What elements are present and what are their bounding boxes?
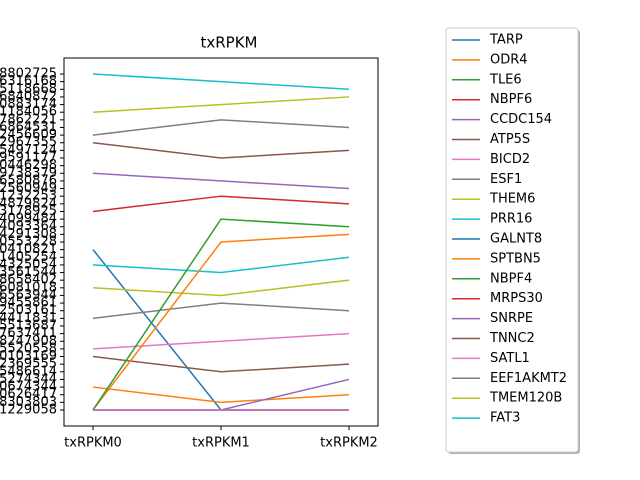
y-tick-label: 70626417 [0,387,57,402]
legend-label: TARP [489,33,523,48]
legend-label: SATL1 [490,351,530,366]
y-tick-label: 26864531 [0,120,57,135]
series-line [92,218,350,411]
series-line [92,73,350,91]
y-tick-label: 41184056 [0,105,57,120]
legend-label: NBPF4 [490,271,532,286]
y-tick-label: 02369555 [0,357,57,372]
y-tick-label: 96840872 [0,89,57,104]
legend-label: ESF1 [490,172,522,187]
y-tick-label: 56081018 [0,280,57,295]
y-tick-label: 71232253 [0,189,57,204]
series-line [92,119,350,136]
y-tick-label: 74879824 [0,196,57,211]
legend-label: CCDC154 [490,112,552,127]
legend-label: BICD2 [490,152,530,167]
series-line [92,302,350,320]
y-tick-label: 33178925 [0,204,57,219]
series-line [92,172,350,190]
legend-label: PRR16 [490,212,532,227]
y-tick-label: 85118668 [0,82,57,97]
legend-label: ATP5S [490,132,530,147]
y-tick-label: 68247908 [0,334,57,349]
series-line [92,355,350,373]
y-tick-label: 02560949 [0,181,57,196]
legend-label: TMEM120B [489,391,562,406]
y-tick-label: 38658402 [0,273,57,288]
legend-label: GALNT8 [490,232,542,247]
series-line [92,195,350,213]
x-tick-label: txRPKM0 [64,436,122,451]
y-tick-label: 05513687 [0,318,57,333]
y-tick-label: 55520558 [0,341,57,356]
y-tick-label: 70883174 [0,97,57,112]
legend [445,27,579,453]
y-tick-label: 42456609 [0,128,57,143]
series-line [92,142,350,159]
y-tick-label: 39455861 [0,296,57,311]
x-tick-label: txRPKM1 [192,436,250,451]
y-tick-label: 69591177 [0,151,57,166]
y-tick-label: 30553228 [0,235,57,250]
legend-label: SNRPE [490,311,533,326]
y-tick-label: 54411831 [0,311,57,326]
y-tick-label: 31229058 [0,402,57,417]
y-tick-label: 44291308 [0,227,57,242]
y-tick-label: 08802725 [0,67,57,82]
y-tick-label: 55274344 [0,372,57,387]
series-line [92,256,350,274]
y-tick-label: 30446298 [0,158,57,173]
legend-label: TLE6 [489,72,522,87]
legend-label: THEM6 [489,192,535,207]
series-line [92,96,350,113]
legend-label: TNNC2 [489,331,535,346]
series-line [92,332,350,350]
y-tick-label: 89738379 [0,166,57,181]
y-tick-label: 91405254 [0,250,57,265]
legend-label: FAT3 [490,411,520,426]
y-tick-label: 80410821 [0,242,57,257]
legend-label: MRPS30 [490,291,543,306]
chart-title: txRPKM [200,34,257,52]
legend-label: SPTBN5 [490,251,541,266]
y-tick-label: 86563944 [0,288,57,303]
series-line [92,386,350,404]
y-tick-label: 27637411 [0,326,57,341]
y-tick-label: 64093364 [0,219,57,234]
y-tick-label: 18303803 [0,395,57,410]
y-tick-label: 84099484 [0,212,57,227]
series-line [92,249,349,411]
series-line [92,279,350,297]
legend-label: NBPF6 [490,92,532,107]
x-tick-label: txRPKM2 [320,436,378,451]
y-tick-label: 82967355 [0,135,57,150]
y-tick-label: 03561544 [0,265,57,280]
series-line [92,233,350,411]
legend-label: ODR4 [490,52,528,67]
y-tick-label: 65486614 [0,364,57,379]
y-tick-label: 10103169 [0,349,57,364]
legend-label: EEF1AKMT2 [490,371,567,386]
series-line [93,378,350,411]
